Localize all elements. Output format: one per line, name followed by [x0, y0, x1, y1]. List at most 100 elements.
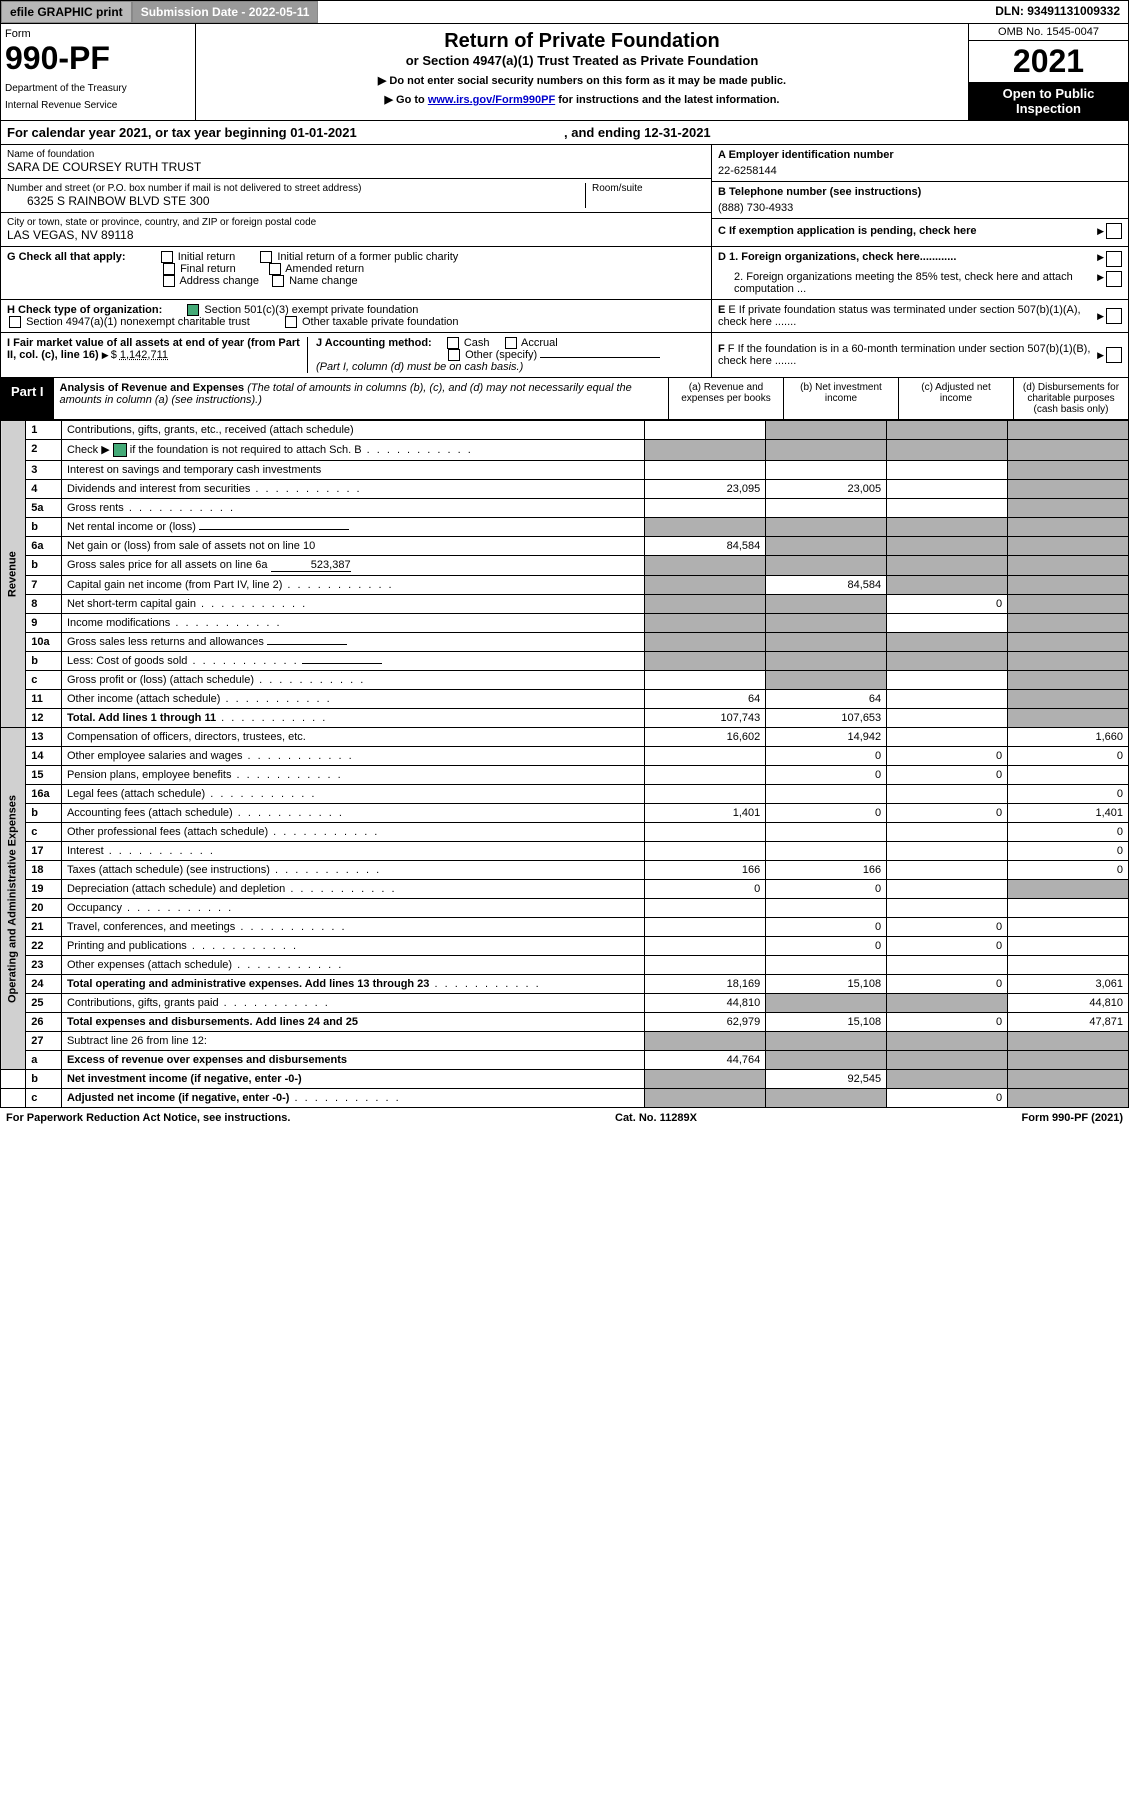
r19-label: Depreciation (attach schedule) and deple…	[61, 880, 644, 899]
r9-d	[1008, 614, 1129, 633]
c-checkbox[interactable]	[1106, 223, 1122, 239]
other-method-checkbox[interactable]	[448, 349, 460, 361]
r26-num: 26	[26, 1013, 62, 1032]
r23-label: Other expenses (attach schedule)	[61, 956, 644, 975]
r10b-a	[645, 652, 766, 671]
r26-a: 62,979	[645, 1013, 766, 1032]
r19-d	[1008, 880, 1129, 899]
r13-a: 16,602	[645, 728, 766, 747]
name-change-checkbox[interactable]	[272, 275, 284, 287]
d2-checkbox[interactable]	[1106, 271, 1122, 287]
r10b-c	[887, 652, 1008, 671]
row-18: 18 Taxes (attach schedule) (see instructi…	[1, 861, 1129, 880]
r16a-num: 16a	[26, 785, 62, 804]
r25-d: 44,810	[1008, 994, 1129, 1013]
address-change-checkbox[interactable]	[163, 275, 175, 287]
r10a-text: Gross sales less returns and allowances	[67, 636, 264, 648]
r23-c	[887, 956, 1008, 975]
open-to-public: Open to Public Inspection	[969, 82, 1128, 120]
r12-c	[887, 709, 1008, 728]
r15-d	[1008, 766, 1129, 785]
initial-return-checkbox[interactable]	[161, 251, 173, 263]
r16a-b	[766, 785, 887, 804]
r27c-label: Adjusted net income (if negative, enter …	[61, 1089, 644, 1108]
r22-a	[645, 937, 766, 956]
cash-checkbox[interactable]	[447, 337, 459, 349]
r17-num: 17	[26, 842, 62, 861]
r1-b	[766, 421, 887, 440]
form-number: 990-PF	[5, 40, 191, 77]
arrow-icon	[1097, 271, 1106, 295]
other-taxable-checkbox[interactable]	[285, 316, 297, 328]
row-27b: bNet investment income (if negative, ent…	[1, 1070, 1129, 1089]
r7-c	[887, 576, 1008, 595]
row-25: 25Contributions, gifts, grants paid44,81…	[1, 994, 1129, 1013]
r12-text: Total. Add lines 1 through 11	[67, 712, 216, 724]
cal-pre: For calendar year 2021, or tax year begi…	[7, 125, 290, 140]
i-j-f-row: I Fair market value of all assets at end…	[0, 333, 1129, 378]
r1-num: 1	[26, 421, 62, 440]
instr2-post: for instructions and the latest informat…	[555, 94, 779, 106]
r10c-a	[645, 671, 766, 690]
entity-block: Name of foundation SARA DE COURSEY RUTH …	[0, 145, 1129, 247]
4947a1-checkbox[interactable]	[9, 316, 21, 328]
r14-c: 0	[887, 747, 1008, 766]
efile-print-button[interactable]: efile GRAPHIC print	[1, 1, 132, 23]
r5a-c	[887, 499, 1008, 518]
r10a-label: Gross sales less returns and allowances	[61, 633, 644, 652]
row-3: 3Interest on savings and temporary cash …	[1, 461, 1129, 480]
r23-text: Other expenses (attach schedule)	[67, 959, 232, 971]
d1-checkbox[interactable]	[1106, 251, 1122, 267]
r18-c	[887, 861, 1008, 880]
irs-label: Internal Revenue Service	[5, 100, 191, 111]
e-checkbox[interactable]	[1106, 308, 1122, 324]
row-19: 19Depreciation (attach schedule) and dep…	[1, 880, 1129, 899]
omb-number: OMB No. 1545-0047	[969, 24, 1128, 41]
r4-label: Dividends and interest from securities	[61, 480, 644, 499]
arrow-icon	[1097, 349, 1106, 361]
col-b-header: (b) Net investment income	[783, 378, 898, 419]
schb-checkbox[interactable]	[113, 443, 127, 457]
r18-num: 18	[26, 861, 62, 880]
entity-right: A Employer identification number 22-6258…	[711, 145, 1128, 246]
r10a-b	[766, 633, 887, 652]
r9-num: 9	[26, 614, 62, 633]
amended-return-checkbox[interactable]	[269, 263, 281, 275]
ein-row: A Employer identification number 22-6258…	[712, 145, 1128, 182]
r27b-text: Net investment income (if negative, ente…	[67, 1073, 302, 1085]
r18-text: Taxes (attach schedule) (see instruction…	[67, 864, 270, 876]
accrual-checkbox[interactable]	[505, 337, 517, 349]
r25-text: Contributions, gifts, grants paid	[67, 997, 219, 1009]
r27b-label: Net investment income (if negative, ente…	[61, 1070, 644, 1089]
r27c-text: Adjusted net income (if negative, enter …	[67, 1092, 289, 1104]
r8-label: Net short-term capital gain	[61, 595, 644, 614]
footer-mid: Cat. No. 11289X	[615, 1112, 697, 1124]
ein-label: A Employer identification number	[718, 149, 1122, 161]
r7-b: 84,584	[766, 576, 887, 595]
form990pf-link[interactable]: www.irs.gov/Form990PF	[428, 94, 555, 106]
row-15: 15Pension plans, employee benefits00	[1, 766, 1129, 785]
r5b-label: Net rental income or (loss)	[61, 518, 644, 537]
city-value: LAS VEGAS, NV 89118	[7, 228, 705, 242]
row-1: Revenue 1 Contributions, gifts, grants, …	[1, 421, 1129, 440]
r10c-label: Gross profit or (loss) (attach schedule)	[61, 671, 644, 690]
r17-text: Interest	[67, 845, 104, 857]
room-label: Room/suite	[592, 183, 705, 194]
f-checkbox[interactable]	[1106, 347, 1122, 363]
g-section: G Check all that apply: Initial return I…	[1, 247, 711, 299]
final-return-checkbox[interactable]	[163, 263, 175, 275]
r21-a	[645, 918, 766, 937]
part1-table: Revenue 1 Contributions, gifts, grants, …	[0, 420, 1129, 1108]
r23-a	[645, 956, 766, 975]
r25-b	[766, 994, 887, 1013]
initial-former-checkbox[interactable]	[260, 251, 272, 263]
r1-a	[645, 421, 766, 440]
row-16b: bAccounting fees (attach schedule)1,4010…	[1, 804, 1129, 823]
r27-c	[887, 1032, 1008, 1051]
submission-date-button[interactable]: Submission Date - 2022-05-11	[132, 1, 319, 23]
r5b-text: Net rental income or (loss)	[67, 521, 196, 533]
row-4: 4Dividends and interest from securities2…	[1, 480, 1129, 499]
501c3-checkbox[interactable]	[187, 304, 199, 316]
r22-c: 0	[887, 937, 1008, 956]
r5a-d	[1008, 499, 1129, 518]
